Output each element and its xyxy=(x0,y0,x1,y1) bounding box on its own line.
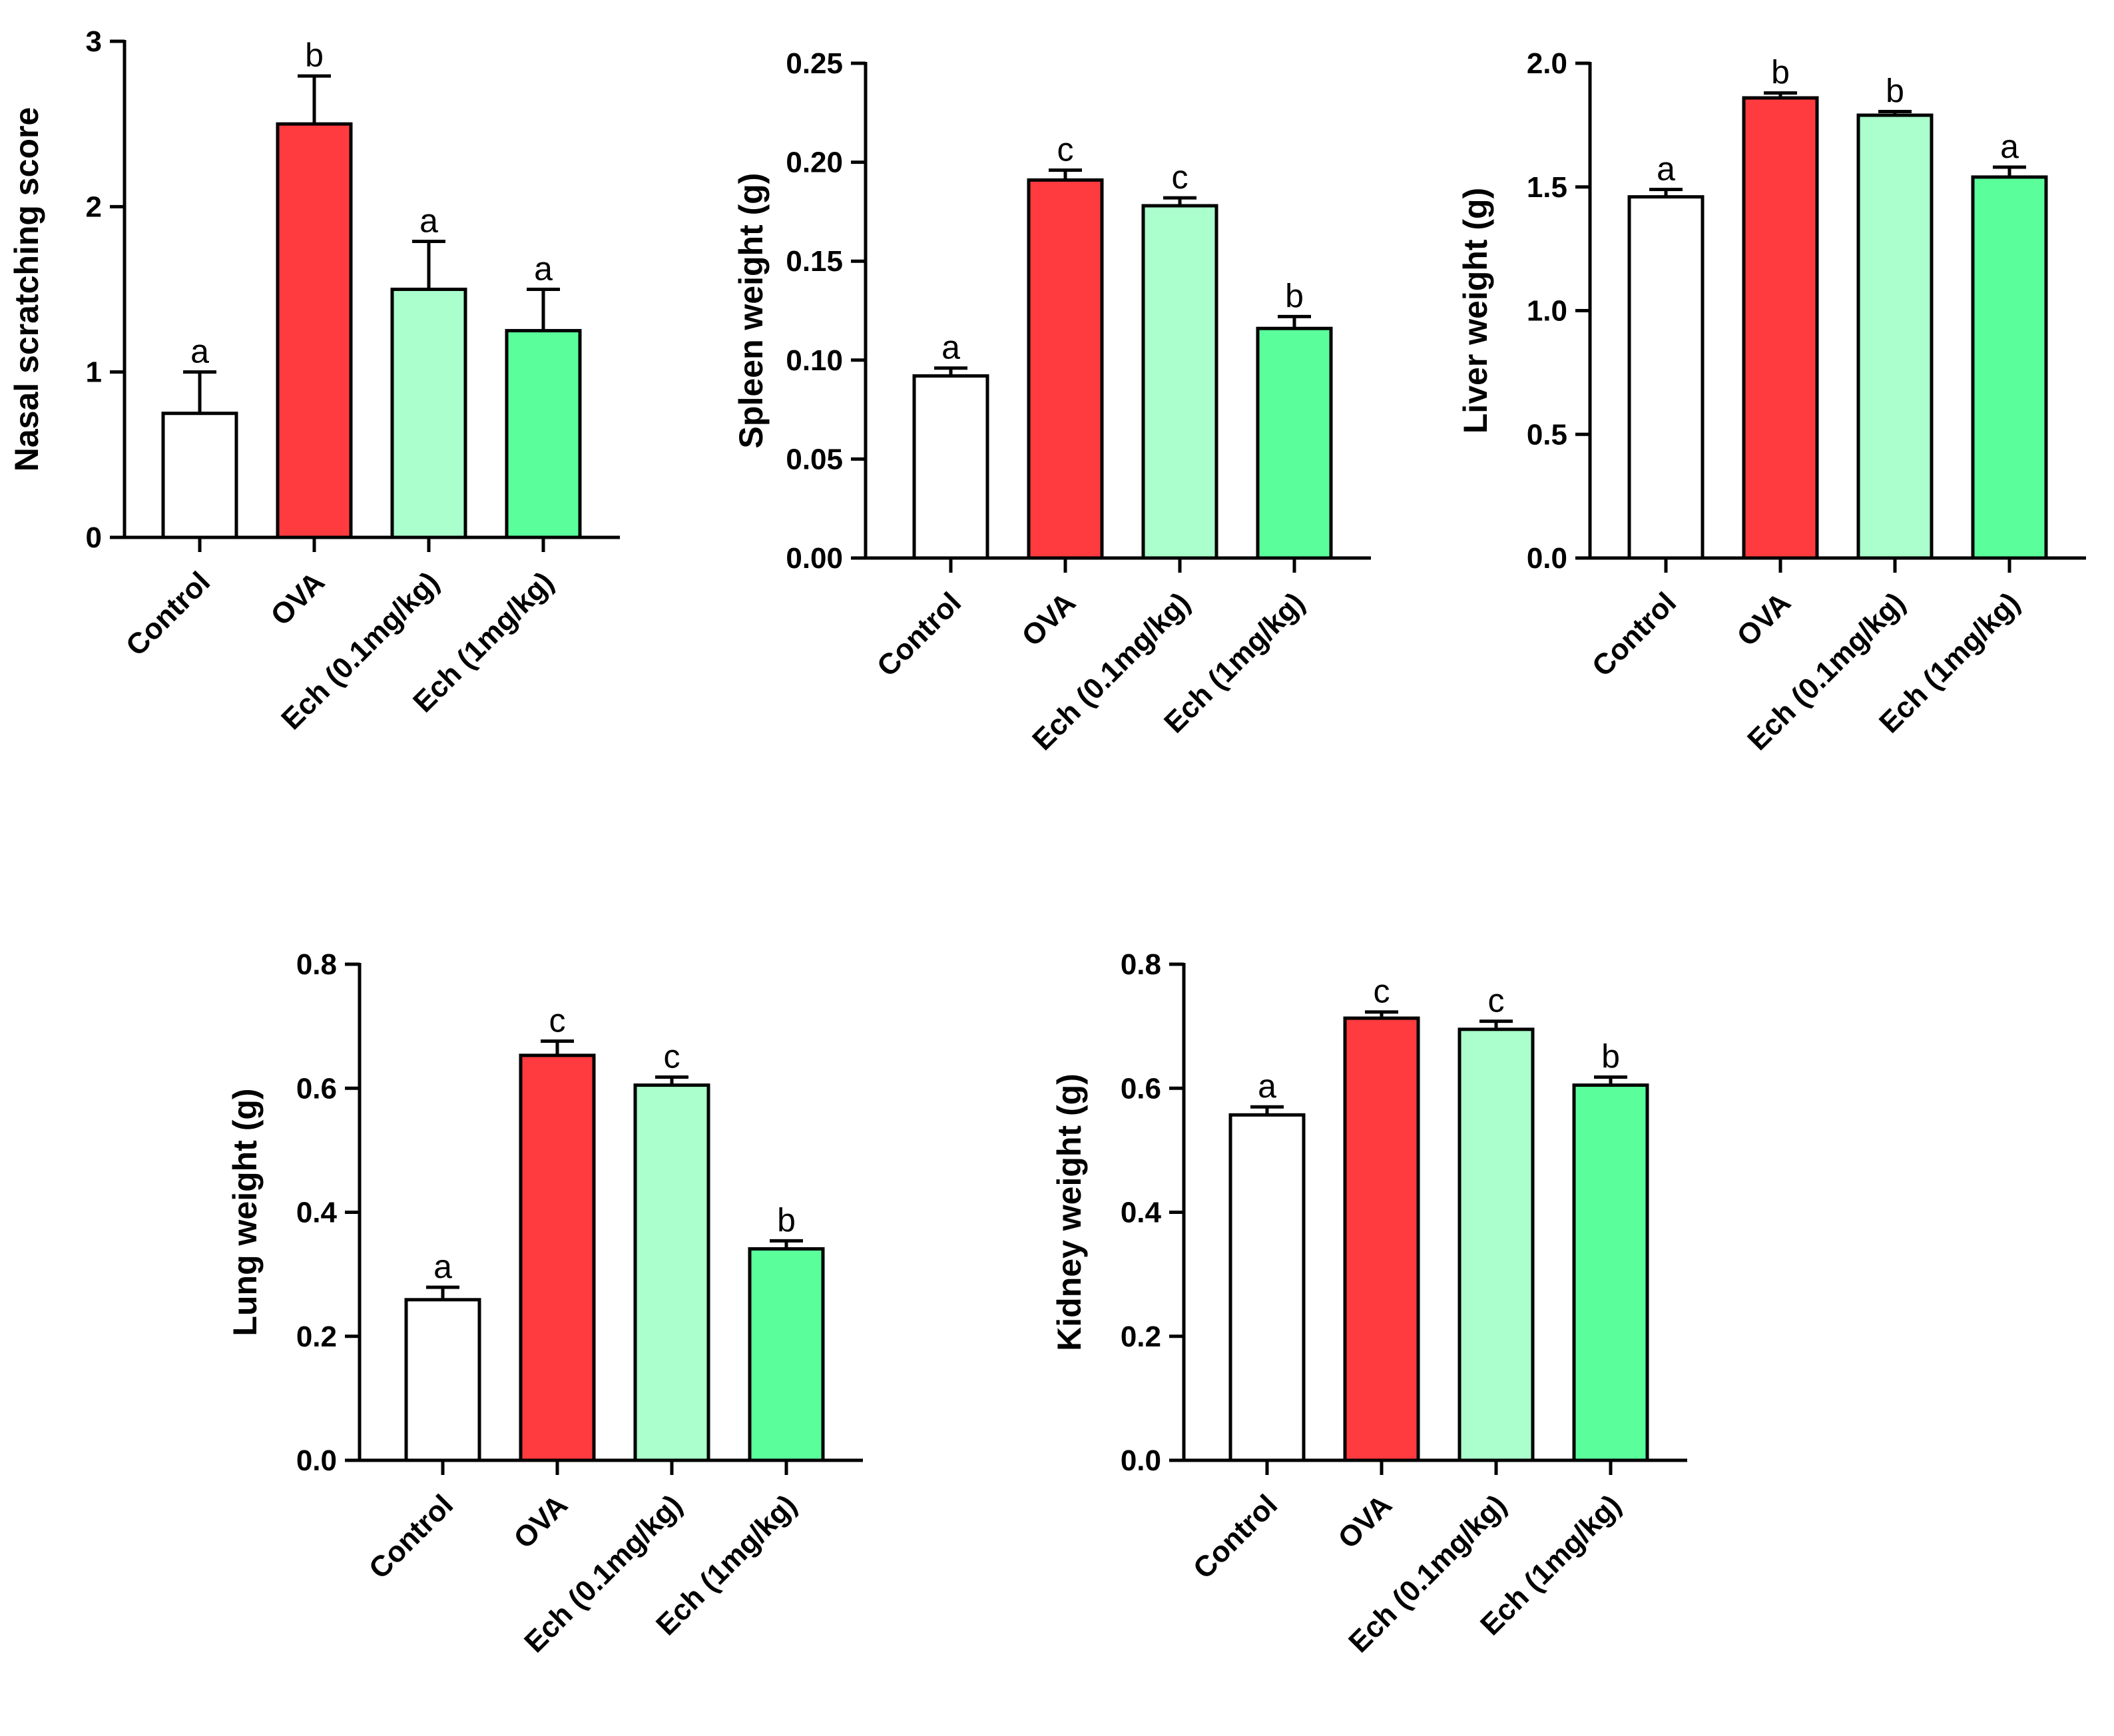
significance-letter: a xyxy=(1657,150,1675,187)
x-tick-label: OVA xyxy=(1332,1488,1398,1555)
y-axis-title: Liver weight (g) xyxy=(1457,188,1494,434)
bar xyxy=(1742,96,1819,560)
y-tick-label: 0.6 xyxy=(296,1072,337,1105)
bar xyxy=(1572,1083,1649,1462)
x-tick-label: OVA xyxy=(507,1488,574,1555)
bar xyxy=(519,1053,596,1462)
y-tick-label: 0.15 xyxy=(786,245,843,278)
significance-letter: c xyxy=(664,1037,680,1075)
significance-letter: b xyxy=(1601,1037,1620,1075)
y-tick-label: 0.4 xyxy=(1121,1197,1162,1229)
significance-letter: b xyxy=(1886,72,1904,109)
x-tick-label: Control xyxy=(363,1488,459,1585)
bar xyxy=(505,329,582,539)
significance-letter: c xyxy=(1488,982,1505,1019)
bar xyxy=(633,1083,710,1462)
significance-letter: a xyxy=(433,1248,452,1285)
y-tick-label: 0.2 xyxy=(296,1320,337,1353)
significance-letter: a xyxy=(419,202,438,239)
y-tick-label: 0.5 xyxy=(1527,418,1567,451)
y-tick-label: 0.10 xyxy=(786,344,843,377)
bar xyxy=(1256,326,1333,560)
significance-letter: c xyxy=(1057,131,1074,168)
y-tick-label: 0.20 xyxy=(786,146,843,179)
significance-letter: b xyxy=(1771,54,1790,91)
bar xyxy=(912,374,989,560)
bar xyxy=(1228,1113,1306,1462)
significance-letter: a xyxy=(534,250,553,288)
y-tick-label: 1.5 xyxy=(1527,171,1567,204)
significance-letter: a xyxy=(2000,128,2019,165)
y-tick-label: 2 xyxy=(86,190,102,223)
significance-letter: b xyxy=(777,1201,796,1239)
x-tick-label: Control xyxy=(871,586,967,683)
y-axis-title: Kidney weight (g) xyxy=(1051,1073,1088,1351)
bar xyxy=(1027,178,1104,560)
significance-letter: c xyxy=(549,1002,566,1039)
y-tick-label: 1 xyxy=(86,356,102,389)
bar xyxy=(1627,195,1705,560)
y-tick-label: 0.8 xyxy=(296,948,337,981)
bar xyxy=(276,122,353,539)
y-tick-label: 0.0 xyxy=(1527,542,1567,575)
bar xyxy=(1457,1027,1535,1462)
y-axis-title: Spleen weight (g) xyxy=(732,173,770,449)
significance-letter: a xyxy=(941,329,960,366)
x-tick-label: Control xyxy=(120,565,216,662)
bar xyxy=(404,1298,481,1462)
y-tick-label: 0.0 xyxy=(296,1444,337,1477)
bar xyxy=(1343,1016,1420,1462)
bar xyxy=(1856,113,1934,560)
y-tick-label: 0.25 xyxy=(786,47,843,80)
significance-letter: a xyxy=(1258,1067,1276,1105)
significance-letter: b xyxy=(305,37,324,74)
x-tick-label: Control xyxy=(1586,586,1683,683)
x-tick-label: OVA xyxy=(1730,586,1797,653)
bar xyxy=(390,288,467,539)
y-axis-title: Nasal scratching score xyxy=(8,107,45,472)
bar xyxy=(748,1247,825,1462)
y-tick-label: 0 xyxy=(86,521,102,554)
y-tick-label: 3 xyxy=(86,25,102,58)
significance-letter: a xyxy=(190,333,209,370)
y-tick-label: 2.0 xyxy=(1527,47,1567,80)
y-tick-label: 0.4 xyxy=(296,1197,338,1229)
x-tick-label: Control xyxy=(1187,1488,1284,1585)
x-tick-label: OVA xyxy=(264,565,331,632)
y-tick-label: 0.00 xyxy=(786,542,843,575)
bar xyxy=(161,412,238,539)
x-tick-label: OVA xyxy=(1015,586,1082,653)
bar xyxy=(1971,175,2048,560)
bar xyxy=(1141,204,1218,560)
y-tick-label: 0.6 xyxy=(1121,1072,1161,1105)
y-tick-label: 0.2 xyxy=(1121,1320,1161,1353)
y-tick-label: 0.8 xyxy=(1121,948,1161,981)
y-tick-label: 1.0 xyxy=(1527,295,1567,328)
significance-letter: c xyxy=(1172,158,1189,196)
y-tick-label: 0.0 xyxy=(1121,1444,1161,1477)
y-axis-title: Lung weight (g) xyxy=(226,1088,264,1336)
y-tick-label: 0.05 xyxy=(786,443,843,475)
significance-letter: b xyxy=(1285,277,1304,314)
significance-letter: c xyxy=(1374,973,1390,1010)
